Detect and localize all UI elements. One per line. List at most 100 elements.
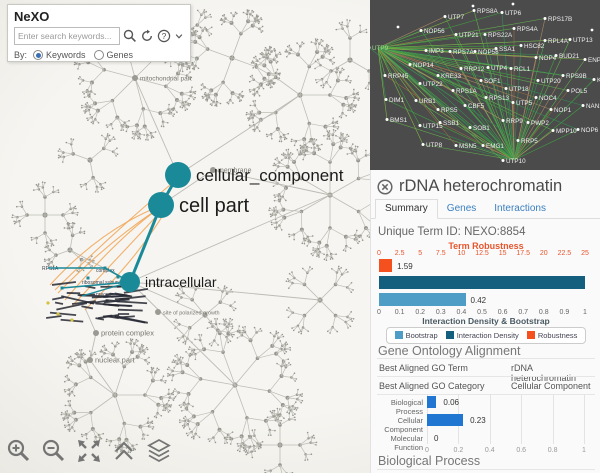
gene-label[interactable]: SOB1 bbox=[473, 125, 490, 132]
gene-label[interactable]: UTP9 bbox=[372, 45, 389, 52]
gene-label[interactable]: RRP5 bbox=[521, 138, 538, 145]
gene-node[interactable] bbox=[504, 87, 508, 90]
gene-node[interactable] bbox=[383, 74, 387, 77]
zoom-out-button[interactable] bbox=[41, 438, 67, 464]
gene-label[interactable]: MSN5 bbox=[459, 143, 477, 150]
gene-node[interactable] bbox=[568, 38, 572, 41]
gene-label[interactable]: ENP1 bbox=[588, 57, 600, 64]
gene-label[interactable]: BUD21 bbox=[559, 53, 580, 60]
gene-node[interactable] bbox=[500, 11, 504, 14]
gene-node[interactable] bbox=[486, 66, 490, 69]
gene-node[interactable] bbox=[483, 33, 487, 36]
gene-node[interactable] bbox=[454, 144, 458, 147]
gene-node[interactable] bbox=[561, 74, 565, 77]
ontology-graph-canvas[interactable]: complex ribosomal subunit precursor RPS1A mi… bbox=[0, 0, 372, 473]
search-icon[interactable] bbox=[123, 29, 137, 43]
gene-label[interactable]: RPS8A bbox=[477, 8, 498, 15]
radio-icon[interactable] bbox=[33, 50, 44, 60]
gene-node[interactable] bbox=[549, 108, 553, 111]
fit-screen-button[interactable] bbox=[76, 438, 102, 464]
gene-label[interactable]: DIM1 bbox=[389, 97, 405, 104]
gene-label[interactable]: RPS22A bbox=[488, 32, 513, 39]
gene-label[interactable]: RCL1 bbox=[514, 66, 531, 73]
gene-label[interactable]: NOP56 bbox=[424, 28, 445, 35]
gene-node[interactable] bbox=[408, 63, 412, 66]
graph-node[interactable] bbox=[93, 330, 99, 336]
gene-network-panel[interactable]: UTP9 UTP10 UTP7 RPS8A UTP6 RPS17B NOP56 UTP21 RP… bbox=[370, 0, 600, 170]
gene-node[interactable] bbox=[459, 67, 463, 70]
zoom-in-button[interactable] bbox=[6, 438, 32, 464]
gene-node[interactable] bbox=[501, 159, 505, 162]
graph-node[interactable] bbox=[132, 75, 138, 81]
term-node-cellular-component[interactable] bbox=[165, 162, 191, 188]
gene-label[interactable]: UTP22 bbox=[423, 81, 443, 88]
graph-node[interactable] bbox=[155, 309, 161, 315]
gene-node[interactable] bbox=[436, 74, 440, 77]
gene-node[interactable] bbox=[418, 82, 422, 85]
gene-label[interactable]: RPS13 bbox=[489, 95, 509, 102]
term-node-intracellular[interactable] bbox=[120, 272, 140, 292]
gene-node[interactable] bbox=[385, 118, 389, 121]
gene-node[interactable] bbox=[581, 104, 585, 107]
gene-node[interactable] bbox=[511, 101, 515, 104]
gene-label[interactable]: UTP4 bbox=[491, 65, 508, 72]
dense-cluster[interactable]: complex ribosomal subunit precursor RPS1A bbox=[42, 266, 149, 324]
gene-node[interactable] bbox=[438, 121, 442, 124]
gene-label[interactable]: NOP1 bbox=[554, 107, 572, 114]
gene-node[interactable] bbox=[418, 124, 422, 127]
layers-button[interactable] bbox=[146, 438, 172, 464]
gene-node[interactable] bbox=[554, 54, 558, 57]
graph-node[interactable] bbox=[210, 167, 216, 173]
gene-label[interactable]: UTP20 bbox=[541, 78, 561, 85]
gene-node[interactable] bbox=[454, 33, 458, 36]
refresh-icon[interactable] bbox=[140, 29, 154, 43]
gene-label[interactable]: RPL4A bbox=[548, 38, 569, 45]
gene-node[interactable] bbox=[451, 89, 455, 92]
radio-icon[interactable] bbox=[93, 50, 104, 60]
gene-node[interactable] bbox=[424, 49, 428, 52]
gene-node[interactable] bbox=[534, 96, 538, 99]
gene-label[interactable]: EMG1 bbox=[486, 143, 504, 150]
gene-node[interactable] bbox=[526, 121, 530, 124]
gene-label[interactable]: RRP45 bbox=[388, 73, 409, 80]
term-node-cell-part[interactable] bbox=[148, 192, 174, 218]
gene-node[interactable] bbox=[448, 50, 452, 53]
gene-label[interactable]: UTP10 bbox=[506, 158, 526, 165]
gene-node[interactable] bbox=[543, 39, 547, 42]
gene-node[interactable] bbox=[463, 104, 467, 107]
gene-node[interactable] bbox=[494, 47, 498, 50]
gene-label[interactable]: MPP10 bbox=[556, 128, 577, 135]
gene-label[interactable]: SOF1 bbox=[484, 78, 501, 85]
gene-label[interactable]: URB1 bbox=[419, 98, 436, 105]
gene-node[interactable] bbox=[512, 27, 516, 30]
gene-node[interactable] bbox=[536, 79, 540, 82]
gene-label[interactable]: CBF5 bbox=[468, 103, 485, 110]
gene-label[interactable]: RPS4A bbox=[517, 26, 538, 33]
gene-label[interactable]: KRE33 bbox=[441, 73, 461, 80]
gene-label[interactable]: BMS1 bbox=[390, 117, 408, 124]
tab-genes[interactable]: Genes bbox=[446, 203, 477, 214]
gene-node[interactable] bbox=[472, 9, 476, 12]
gene-node[interactable] bbox=[436, 108, 440, 111]
gene-label[interactable]: NOC4 bbox=[539, 95, 557, 102]
gene-node[interactable] bbox=[419, 29, 423, 32]
collapse-chevrons-button[interactable] bbox=[111, 438, 137, 464]
gene-label[interactable]: UTP5 bbox=[516, 100, 533, 107]
gene-label[interactable]: RPS17B bbox=[548, 16, 572, 23]
gene-node[interactable] bbox=[516, 139, 520, 142]
gene-label[interactable]: NOP58 bbox=[478, 49, 499, 56]
tab-summary[interactable]: Summary bbox=[375, 199, 438, 219]
gene-label[interactable]: POL5 bbox=[571, 88, 588, 95]
gene-label[interactable]: IMP3 bbox=[429, 48, 444, 55]
gene-node[interactable] bbox=[509, 67, 513, 70]
gene-label[interactable]: SSB1 bbox=[443, 120, 460, 127]
gene-node[interactable] bbox=[583, 58, 587, 61]
gene-label[interactable]: UTP6 bbox=[505, 10, 522, 17]
gene-label[interactable]: HSC82 bbox=[524, 43, 545, 50]
gene-node[interactable] bbox=[543, 17, 547, 20]
gene-node[interactable] bbox=[566, 89, 570, 92]
gene-label[interactable]: NOP4 bbox=[539, 55, 557, 62]
gene-node[interactable] bbox=[473, 50, 477, 53]
gene-node[interactable] bbox=[551, 129, 555, 132]
chevron-down-icon[interactable] bbox=[174, 29, 184, 43]
